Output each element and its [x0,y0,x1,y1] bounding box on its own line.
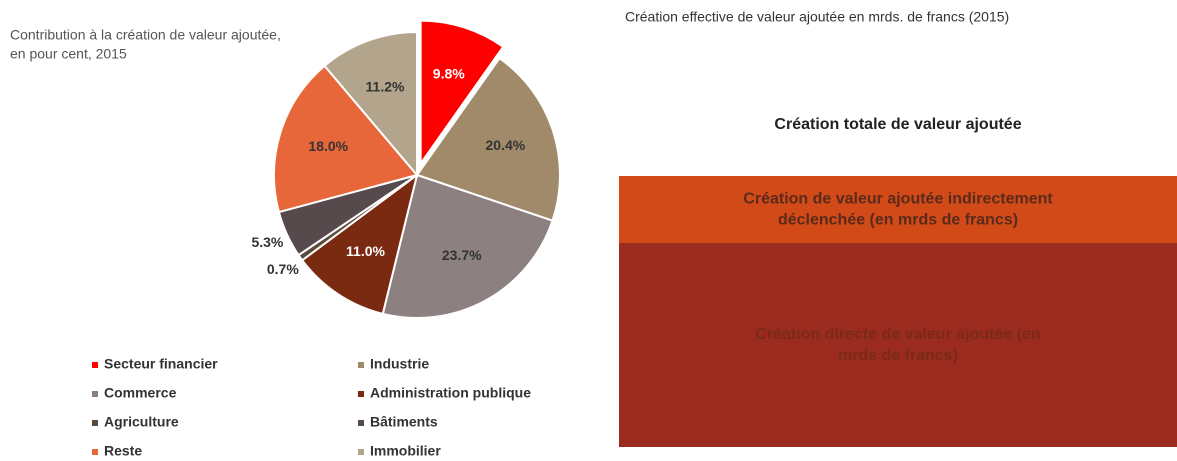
panel-title: Création effective de valeur ajoutée en … [625,9,1009,25]
legend-marker [358,449,364,455]
pie-title: Contribution à la création de valeur ajo… [10,27,281,43]
legend-marker [92,420,98,426]
panel-block [619,243,1177,447]
panel-block [619,176,1177,243]
slice-label: 20.4% [486,137,526,153]
slice-label: 11.2% [366,78,405,94]
legend-label: Reste [104,443,142,459]
legend-marker [358,362,364,368]
pie-title: en pour cent, 2015 [10,46,127,62]
slice-label: 5.3% [251,234,283,250]
legend-label: Agriculture [104,414,179,430]
pie-slice [300,172,419,316]
legend-marker [92,391,98,397]
slice-label: 11.0% [346,243,385,259]
slice-label: 23.7% [442,247,482,263]
legend-marker [358,420,364,426]
block-label: Création directe de valeur ajoutée (en [755,326,1040,343]
legend-label: Commerce [104,385,177,401]
panel-header: Création totale de valeur ajoutée [774,116,1021,133]
slice-label: 0.7% [267,261,299,277]
legend-label: Secteur financier [104,356,218,372]
slice-label: 9.8% [433,66,465,82]
block-label: Création de valeur ajoutée indirectement [743,191,1053,208]
pie-slice [273,64,419,214]
block-label: déclenchée (en mrds de francs) [778,212,1018,229]
legend-label: Immobilier [370,443,441,459]
slice-label: 18.0% [308,138,348,154]
legend-marker [92,362,98,368]
legend-label: Industrie [370,356,429,372]
legend-marker [92,449,98,455]
block-label: mrds de francs) [838,347,958,364]
legend-label: Bâtiments [370,414,438,430]
pie-slice [381,173,554,319]
pie-slice [419,19,505,167]
pie-slice [323,30,418,178]
legend-marker [358,391,364,397]
legend-label: Administration publique [370,385,531,401]
pie-slice [415,56,561,222]
